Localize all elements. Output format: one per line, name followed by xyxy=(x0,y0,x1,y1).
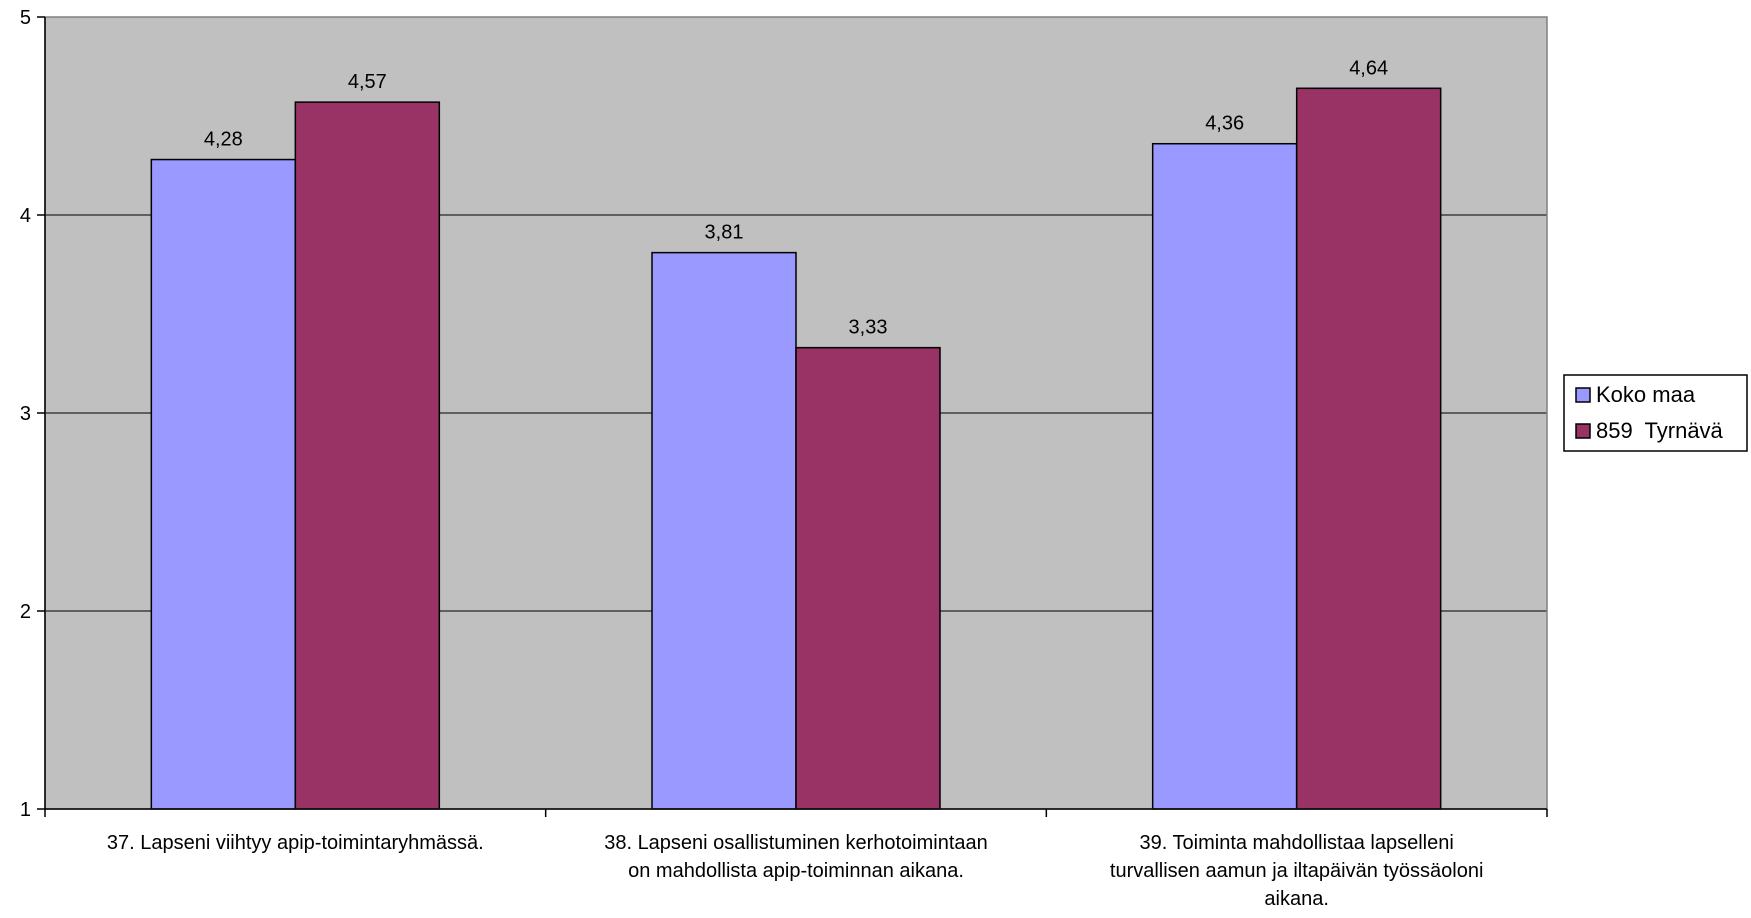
bar xyxy=(150,158,297,810)
y-tick-label: 3 xyxy=(20,403,31,425)
x-category-label: aikana. xyxy=(1264,888,1329,910)
y-axis-ticks: 1 2 3 4 5 xyxy=(20,7,45,821)
x-category-label: on mahdollista apip-toiminnan aikana. xyxy=(628,860,964,882)
y-tick-label: 4 xyxy=(20,205,31,227)
legend: Koko maa 859 Tyrnävä xyxy=(1563,374,1748,452)
legend-box xyxy=(1563,374,1748,452)
legend-swatch-tyrnava xyxy=(1575,423,1591,439)
legend-swatch-koko-maa xyxy=(1575,387,1591,403)
legend-label-koko-maa: Koko maa xyxy=(1596,382,1696,407)
data-labels: 4,28 4,57 3,81 3,33 4,36 4,64 xyxy=(204,57,1388,338)
bars xyxy=(150,87,1442,810)
x-category-label: 39. Toiminta mahdollistaa lapselleni xyxy=(1140,832,1454,854)
data-label: 3,81 xyxy=(705,222,744,244)
bar xyxy=(294,101,441,810)
x-category-label: 37. Lapseni viihtyy apip-toimintaryhmäss… xyxy=(107,832,484,854)
x-axis-categories: 37. Lapseni viihtyy apip-toimintaryhmäss… xyxy=(107,832,1484,910)
y-tick-label: 1 xyxy=(20,799,31,821)
x-category-label: turvallisen aamun ja iltapäivän työssäol… xyxy=(1110,860,1484,882)
data-label: 3,33 xyxy=(849,317,888,339)
bar xyxy=(1151,142,1298,810)
y-tick-label: 2 xyxy=(20,601,31,623)
bar xyxy=(795,346,941,810)
y-tick-label: 5 xyxy=(20,7,31,29)
legend-label-tyrnava: 859 Tyrnävä xyxy=(1596,418,1724,443)
data-label: 4,57 xyxy=(348,71,387,93)
bar xyxy=(1295,87,1442,810)
data-label: 4,36 xyxy=(1205,113,1244,135)
bar xyxy=(651,251,797,810)
data-label: 4,64 xyxy=(1349,57,1388,79)
data-label: 4,28 xyxy=(204,129,243,151)
x-category-label: 38. Lapseni osallistuminen kerhotoiminta… xyxy=(604,832,988,854)
